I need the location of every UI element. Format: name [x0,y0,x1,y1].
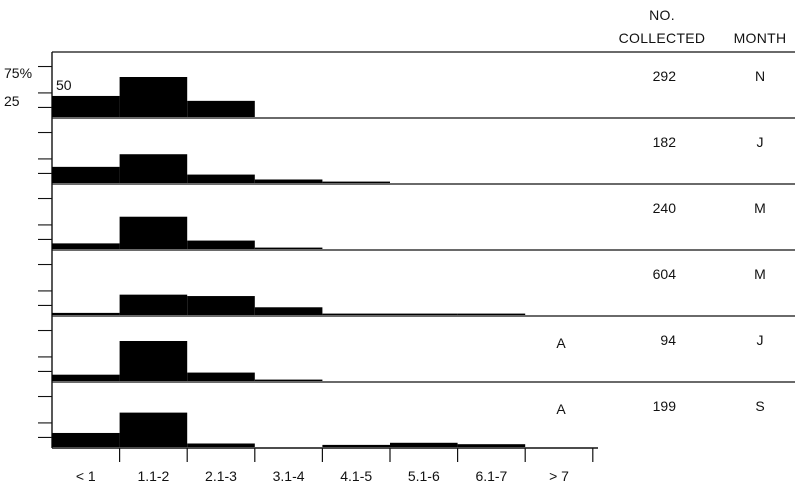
x-tick-label: 1.1-2 [137,468,169,484]
bar-3-1-4 [254,379,323,381]
bar-3-1-4 [254,179,323,183]
histogram-bars [52,77,526,447]
collected-count: 182 [653,134,677,150]
bar-1-1-2 [119,154,188,183]
bar-2-1-3 [187,443,255,447]
bar-4-1-5 [322,444,390,447]
bar-1-1-2 [119,294,188,315]
x-tick-label: > 7 [549,468,569,484]
y-label-25: 25 [4,93,20,109]
month-label: M [754,200,766,216]
bar-1-1-2 [119,77,188,117]
collected-count: 240 [653,200,677,216]
row-labels: 292 N 182 J 240 M 604 M 94 J A 199 S A [556,68,766,417]
x-tick-label: 6.1-7 [475,468,507,484]
bar-3-1-4 [254,247,323,249]
bar--1 [52,243,120,249]
bar-3-1-4 [254,307,323,315]
bar--1 [52,95,120,117]
header-month: MONTH [734,30,787,46]
bar-6-1-7 [457,313,526,315]
bar-2-1-3 [187,296,255,315]
bar-5-1-6 [390,313,458,315]
x-tick-label: 2.1-3 [205,468,237,484]
bar-4-1-5 [322,181,390,183]
row-marker: A [556,401,566,417]
month-label: J [757,134,764,150]
bar-2-1-3 [187,174,255,183]
y-label-50: 50 [56,77,72,93]
header-count-line2: COLLECTED [619,30,706,46]
bar--1 [52,166,120,183]
collected-count: 604 [653,266,677,282]
header-count: NO. [649,7,675,23]
bar-1-1-2 [119,412,188,447]
panel-grid [51,51,795,449]
x-tick-labels: < 1 1.1-2 2.1-3 3.1-4 4.1-5 5.1-6 6.1-7 > 7 [76,468,569,484]
bar--1 [52,374,120,381]
bar-2-1-3 [187,240,255,249]
bar-6-1-7 [457,444,526,447]
bar-5-1-6 [390,442,458,447]
month-label: J [757,332,764,348]
x-tick-label: < 1 [76,468,96,484]
bar--1 [52,312,120,315]
bar--1 [52,432,120,447]
y-label-75: 75% [4,65,32,81]
collected-count: 199 [653,398,677,414]
axis-ticks [38,65,594,462]
bar-2-1-3 [187,372,255,381]
x-tick-label: 4.1-5 [340,468,372,484]
bar-1-1-2 [119,216,188,249]
collected-count: 292 [653,68,677,84]
month-label: M [754,266,766,282]
month-label: N [755,68,765,84]
row-marker: A [556,335,566,351]
x-tick-label: 5.1-6 [408,468,440,484]
collected-count: 94 [660,332,676,348]
bar-4-1-5 [322,313,390,315]
x-tick-label: 3.1-4 [273,468,305,484]
month-label: S [755,398,764,414]
bar-1-1-2 [119,341,188,381]
bar-2-1-3 [187,100,255,117]
